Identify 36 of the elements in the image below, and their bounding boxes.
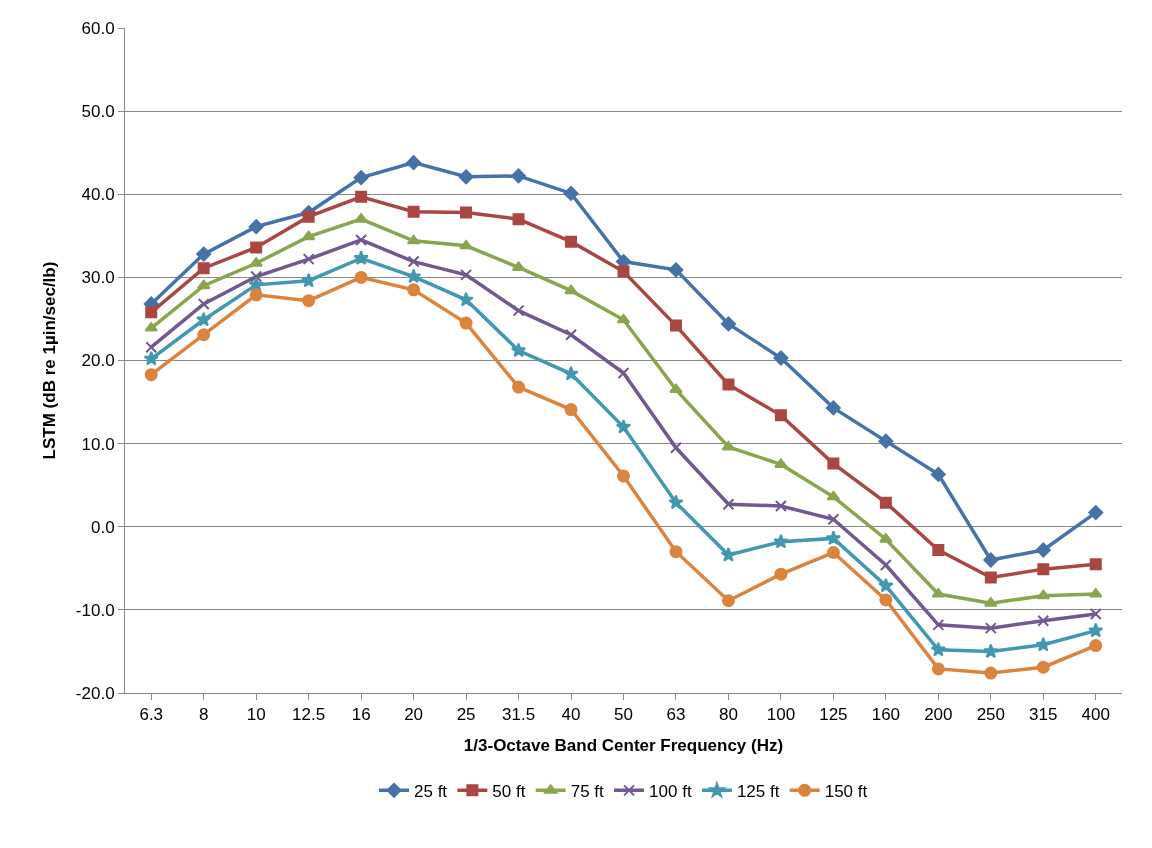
x-tick-label: 10	[246, 705, 266, 725]
x-tick-label: 400	[1081, 705, 1110, 725]
y-tick-label: 20.0	[81, 351, 115, 371]
x-tick-label: 40	[561, 705, 581, 725]
y-tick-label: 30.0	[81, 268, 115, 288]
x-tick-label: 63	[666, 705, 686, 725]
x-tick-label: 12.5	[292, 705, 326, 725]
y-tick-label: -10.0	[75, 600, 115, 620]
y-tick-label: 40.0	[81, 185, 115, 205]
x-tick-label: 80	[718, 705, 738, 725]
x-tick-label: 31.5	[502, 705, 536, 725]
y-tick-label: 10.0	[81, 434, 115, 454]
x-tick-label: 315	[1029, 705, 1058, 725]
x-axis-title: 1/3-Octave Band Center Frequency (Hz)	[463, 735, 784, 755]
x-tick-label: 8	[198, 705, 209, 725]
legend-label: 125 ft	[736, 781, 780, 801]
legend-label: 150 ft	[824, 781, 868, 801]
x-tick-label: 100	[766, 705, 796, 725]
y-tick-label: 50.0	[81, 102, 115, 122]
x-tick-label: 250	[976, 705, 1006, 725]
x-tick-label: 16	[351, 705, 371, 725]
y-tick-label: 60.0	[81, 18, 115, 38]
x-tick-label: 20	[404, 705, 424, 725]
legend-label: 25 ft	[414, 781, 448, 801]
legend-label: 100 ft	[649, 781, 692, 801]
y-tick-label: 0.0	[90, 517, 115, 537]
x-tick-label: 200	[924, 705, 953, 725]
x-tick-label: 50	[614, 705, 633, 725]
y-axis-title: LSTM (dB re 1µin/sec/lb)	[40, 261, 60, 460]
x-tick-label: 25	[456, 705, 476, 725]
x-tick-label: 160	[871, 705, 901, 725]
legend-label: 75 ft	[570, 781, 605, 801]
x-tick-label: 125	[819, 705, 848, 725]
legend-label: 50 ft	[492, 781, 526, 801]
x-tick-label: 6.3	[139, 705, 164, 725]
y-tick-label: -20.0	[75, 683, 115, 703]
